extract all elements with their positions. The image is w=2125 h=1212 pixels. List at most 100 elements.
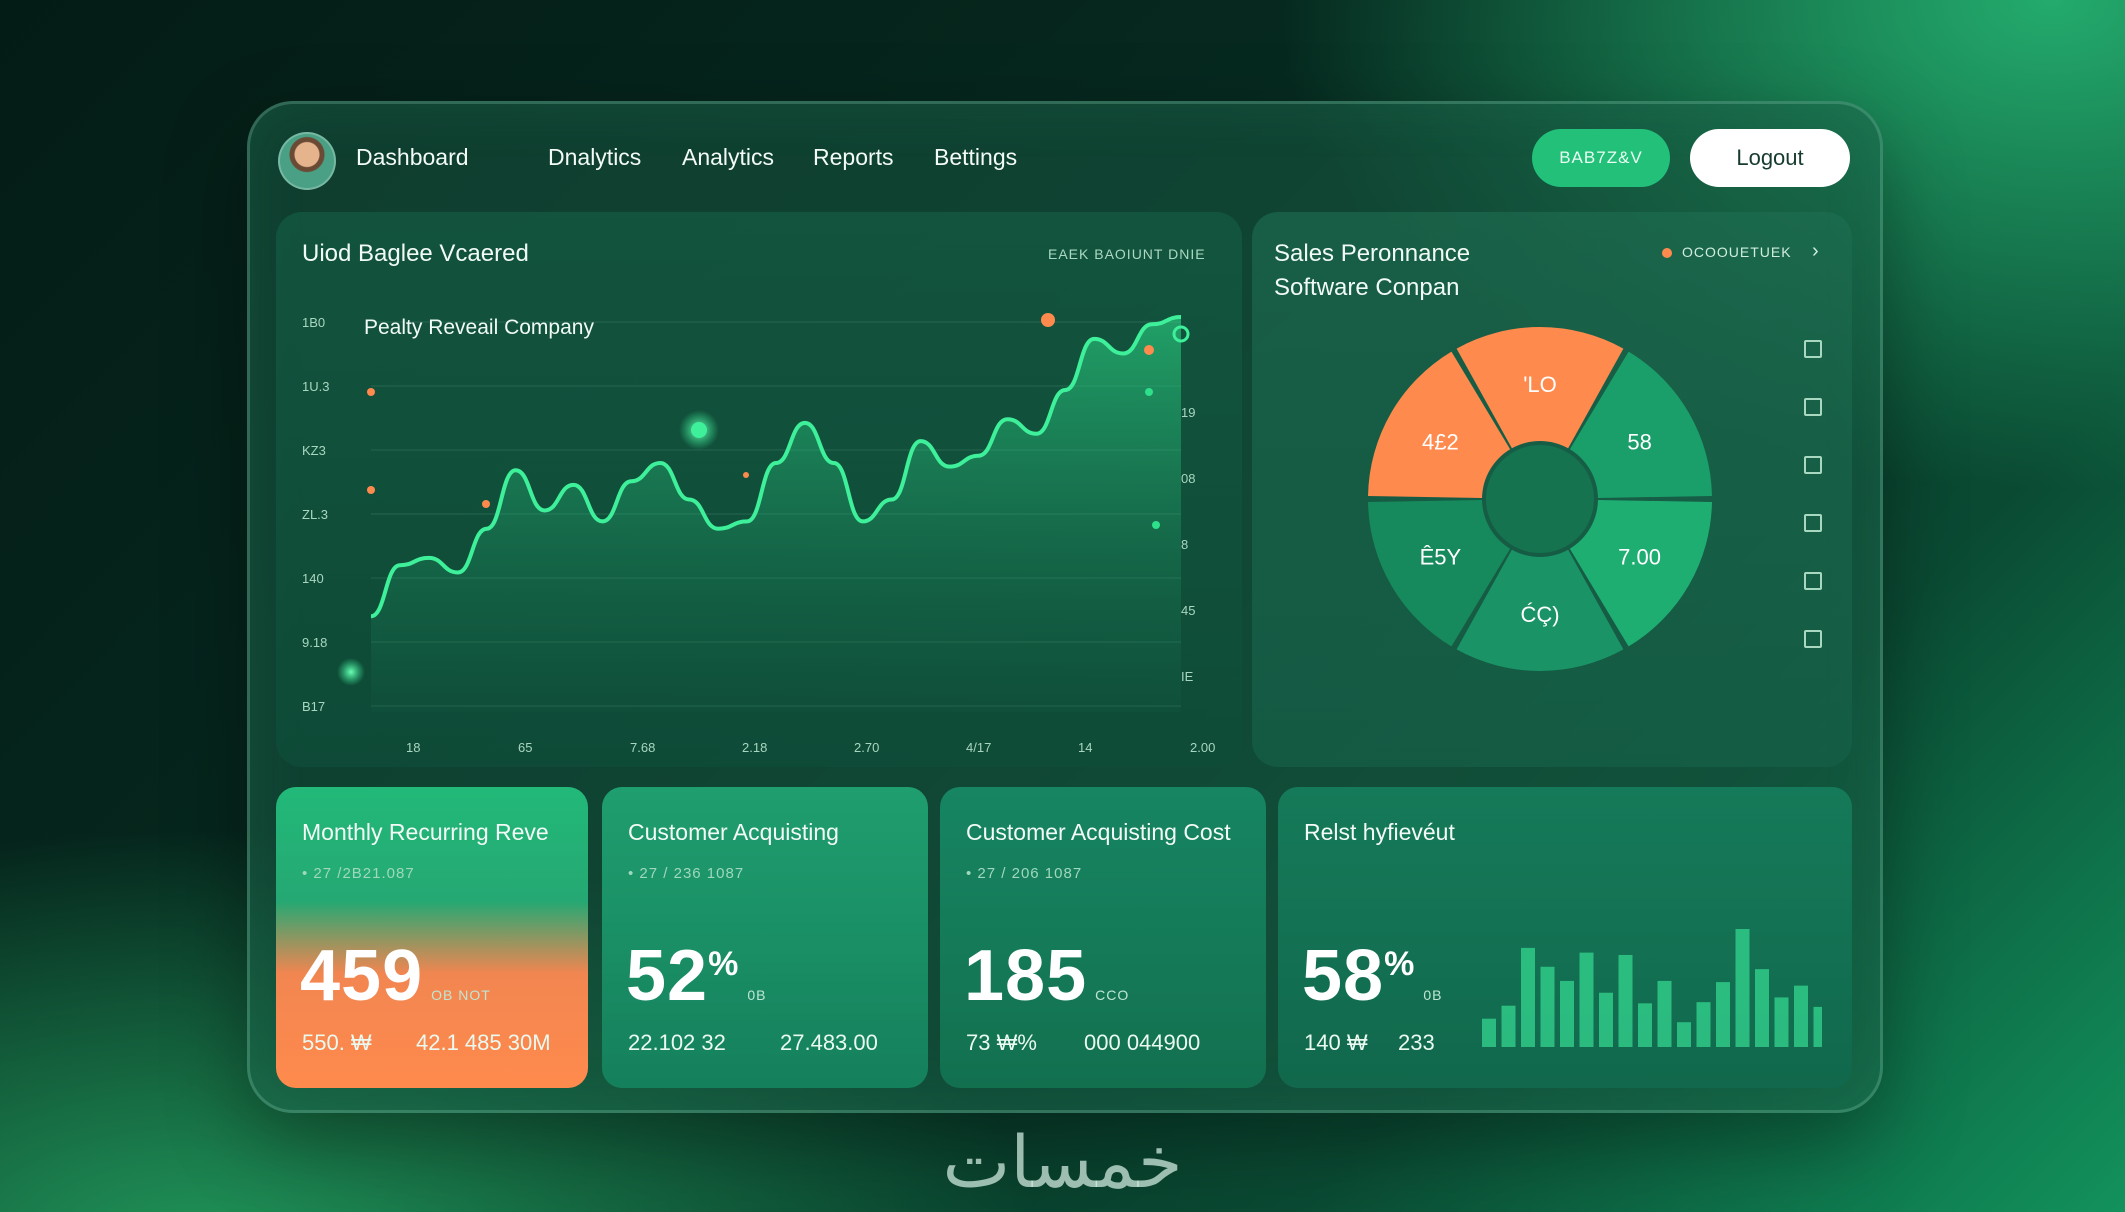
x-tick-label: 2.00	[1190, 740, 1215, 755]
y-tick-label: 1U.3	[302, 379, 329, 394]
card-foot-left: 140 ₩	[1304, 1030, 1368, 1055]
card-subtitle: • 27 / 236 1087	[628, 865, 745, 882]
mini-bar	[1560, 980, 1574, 1047]
legend-label[interactable]: OCOOUETUEK	[1682, 244, 1792, 260]
card-foot-left: 550. ₩	[302, 1030, 372, 1055]
kpi-card-mrr[interactable]: Monthly Recurring Reve • 27 /2B21.087 45…	[276, 787, 588, 1088]
mini-bar	[1716, 982, 1730, 1047]
donut-slice[interactable]	[1456, 327, 1624, 449]
y-right-tick-label: 8	[1181, 537, 1188, 552]
nav-dnalytics[interactable]: Dnalytics	[548, 144, 642, 170]
chevron-right-icon[interactable]: ›	[1812, 240, 1820, 262]
kpi-card-acquisition[interactable]: Customer Acquisting • 27 / 236 1087 52%0…	[602, 787, 928, 1088]
card-foot-right: 27.483.00	[780, 1030, 878, 1055]
square-icon[interactable]	[1804, 456, 1822, 474]
donut-slice[interactable]	[1368, 500, 1511, 647]
mini-bar	[1735, 929, 1750, 1047]
mini-bar	[1579, 952, 1594, 1047]
card-value: 52%0B	[626, 936, 767, 1016]
mini-bar	[1599, 992, 1613, 1047]
marker-dot	[1144, 345, 1154, 355]
donut-slice[interactable]	[1569, 351, 1712, 498]
card-title: Customer Acquisting	[628, 819, 839, 845]
end-point[interactable]	[1172, 325, 1190, 343]
sales-performance-panel: Sales Peronnance Software Conpan OCOOUET…	[1252, 212, 1852, 767]
nav-settings[interactable]: Bettings	[934, 144, 1018, 170]
mini-bar	[1618, 954, 1633, 1047]
series-line	[370, 315, 1182, 619]
card-title: Relst hyfievéut	[1304, 819, 1455, 845]
nav-analytics[interactable]: Analytics	[682, 144, 775, 170]
x-tick-label: 65	[518, 740, 532, 755]
card-value: 58%0B	[1302, 936, 1443, 1016]
x-tick-label: 2.70	[854, 740, 879, 755]
mini-bar	[1774, 997, 1789, 1047]
series-label: Pealty Reveail Company	[364, 316, 594, 339]
kpi-card-acquisition-cost[interactable]: Customer Acquisting Cost • 27 / 206 1087…	[940, 787, 1266, 1088]
donut-slice[interactable]	[1368, 351, 1511, 498]
x-tick-label: 7.68	[630, 740, 655, 755]
slice-label: 7.00	[1618, 545, 1661, 570]
card-foot-left: 73 ₩%	[966, 1030, 1037, 1055]
mini-bar	[1521, 947, 1535, 1047]
revenue-area-chart: 1B0 1U.3 KZ3 ZL.3 140 9.18 B17 19 08 8 45 IE 18 65 7.6…	[302, 313, 1215, 755]
square-icon[interactable]	[1804, 630, 1822, 648]
card-value: 459 OB NOT	[300, 936, 491, 1016]
slice-label: 4£2	[1422, 430, 1459, 455]
card-foot-right: 000 044900	[1084, 1030, 1201, 1055]
card-foot-right: 233	[1398, 1030, 1435, 1055]
kpi-card-retention[interactable]: Relst hyfievéut 58%0B 140 ₩ 233	[1278, 787, 1852, 1088]
nav-dashboard[interactable]: Dashboard	[356, 144, 469, 170]
square-icon[interactable]	[1804, 514, 1822, 532]
square-icon[interactable]	[1804, 340, 1822, 358]
y-tick-label: 9.18	[302, 635, 327, 650]
sales-title-2: Software Conpan	[1274, 274, 1460, 301]
donut-hole	[1486, 445, 1594, 553]
mini-bar-chart	[1482, 929, 1822, 1047]
card-value: 185 CCO	[964, 936, 1130, 1016]
y-right-tick-label: 19	[1181, 405, 1195, 420]
y-right-tick-label: IE	[1181, 669, 1194, 684]
mini-bar	[1677, 1022, 1691, 1047]
x-tick-label: 4/17	[966, 740, 991, 755]
mini-bar	[1540, 966, 1555, 1047]
y-tick-label: 140	[302, 571, 324, 586]
card-title: Customer Acquisting Cost	[966, 819, 1231, 845]
highlight-point[interactable]	[691, 422, 707, 438]
y-tick-label: KZ3	[302, 443, 326, 458]
y-right-tick-label: 08	[1181, 471, 1195, 486]
user-avatar[interactable]	[278, 132, 336, 190]
y-tick-label: 1B0	[302, 315, 325, 330]
marker-dot	[367, 486, 375, 494]
x-tick-label: 14	[1078, 740, 1092, 755]
card-foot-left: 22.102 32	[628, 1030, 726, 1055]
donut-slice[interactable]	[1569, 500, 1712, 647]
side-icons	[1804, 340, 1822, 648]
y-tick-label: ZL.3	[302, 507, 328, 522]
marker-dot	[482, 500, 490, 508]
mini-bar	[1813, 1006, 1822, 1047]
square-icon[interactable]	[1804, 572, 1822, 590]
status-badge-button[interactable]: BAB7Z&V	[1532, 129, 1670, 187]
mini-bar	[1755, 969, 1769, 1047]
watermark-logo: خمسات	[942, 1120, 1183, 1204]
legend-dot	[1662, 248, 1672, 258]
dashboard-window: Dashboard Dnalytics Analytics Reports Be…	[247, 101, 1883, 1113]
slice-label: ĆÇ)	[1520, 602, 1559, 627]
area-fill	[371, 317, 1181, 712]
nav-reports[interactable]: Reports	[813, 144, 894, 170]
mini-bar	[1696, 1002, 1711, 1047]
mini-bar	[1482, 1018, 1496, 1047]
slice-label: 58	[1627, 430, 1651, 455]
slice-label: 'LO	[1523, 372, 1557, 397]
logout-button[interactable]: Logout	[1690, 129, 1850, 187]
revenue-chart-panel: Uiod Baglee Vcaered EAEK BAOIUNT DNIE 1B…	[276, 212, 1242, 767]
chart-panel-title: Uiod Baglee Vcaered	[302, 240, 529, 267]
donut-slice[interactable]	[1456, 549, 1624, 671]
y-tick-label: B17	[302, 699, 325, 714]
square-icon[interactable]	[1804, 398, 1822, 416]
x-tick-label: 18	[406, 740, 420, 755]
card-subtitle: • 27 /2B21.087	[302, 865, 415, 882]
slice-label: Ê5Y	[1420, 545, 1462, 570]
chart-panel-note: EAEK BAOIUNT DNIE	[1048, 246, 1206, 262]
